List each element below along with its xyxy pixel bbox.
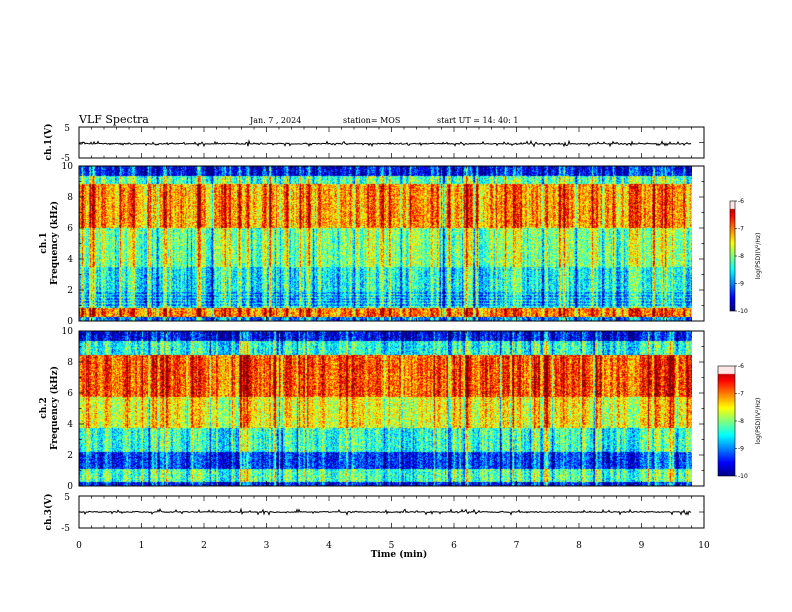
x-tick-label: 2 [201, 541, 207, 551]
colorbar-tick-label: -10 [738, 308, 748, 315]
ch1-spectrogram-ylabel-frequency: Frequency (kHz) [49, 201, 60, 285]
x-tick-label: 4 [326, 541, 332, 551]
ch2-spectrogram-image [79, 331, 692, 486]
header-start-time: start UT = 14: 40: 1 [437, 116, 518, 125]
ch1-waveform-ylabel: ch.1(V) [43, 124, 54, 161]
y-tick-label: 0 [67, 317, 73, 327]
ch3-ytick-top: 5 [64, 493, 70, 503]
x-tick-label: 7 [514, 541, 520, 551]
x-tick-label: 8 [576, 541, 582, 551]
colorbar-tick-label: -8 [738, 418, 744, 425]
colorbar-tick-label: -8 [738, 253, 744, 260]
colorbar-tick-label: -7 [738, 226, 744, 233]
y-tick-label: 4 [67, 255, 73, 265]
header-date: Jan. 7 , 2024 [249, 116, 301, 125]
x-tick-label: 0 [76, 541, 82, 551]
ch2-spectrogram-panel: 0 2 4 6 8 10 ch.2 Frequency (kHz) [39, 327, 705, 492]
ch1-spectrogram-ylabel-channel: ch.1 [39, 232, 49, 253]
ch1-waveform-panel: 5 -5 ch.1(V) [43, 124, 705, 164]
ch2-colorbar: -6 -7 -8 -9 -10 log(PSD)(V²/Hz) [717, 363, 762, 480]
x-tick-label: 6 [451, 541, 457, 551]
ch1-spectrogram-panel: 0 2 4 6 8 10 ch.1 Frequency (kHz) [39, 162, 705, 327]
ch3-ytick-bottom: -5 [61, 524, 70, 534]
ch1-waveform-trace [78, 139, 692, 148]
figure-title: VLF Spectra [78, 113, 149, 126]
ch3-waveform-panel: 5 -5 ch.3(V) [43, 493, 705, 534]
colorbar-tick-label: -10 [738, 473, 748, 480]
ch2-colorbar-label: log(PSD)(V²/Hz) [755, 398, 762, 445]
ch1-ytick-top: 5 [64, 124, 70, 134]
colorbar-tick-label: -7 [738, 391, 744, 398]
colorbar-tick-label: -9 [738, 446, 744, 453]
x-tick-label: 5 [389, 541, 395, 551]
x-tick-label: 1 [139, 541, 145, 551]
ch2-spectrogram-ylabel-channel: ch.2 [39, 397, 49, 418]
ch3-waveform-ylabel: ch.3(V) [43, 494, 54, 531]
x-tick-label: 10 [698, 541, 710, 551]
y-tick-label: 8 [67, 358, 73, 368]
y-tick-label: 10 [62, 162, 74, 172]
x-axis-label: Time (min) [371, 549, 428, 560]
y-tick-label: 4 [67, 420, 73, 430]
y-tick-label: 8 [67, 193, 73, 203]
x-tick-label: 3 [264, 541, 270, 551]
header-station: station= MOS [343, 116, 400, 125]
y-tick-label: 6 [67, 389, 73, 399]
colorbar-tick-label: -6 [738, 198, 744, 205]
ch3-waveform-trace [78, 507, 692, 516]
x-tick-label: 9 [639, 541, 645, 551]
ch1-colorbar-label: log(PSD)(V²/Hz) [755, 233, 762, 280]
ch1-spectrogram-image [79, 166, 692, 321]
y-tick-label: 2 [67, 286, 73, 296]
y-tick-label: 0 [67, 482, 73, 492]
ch1-ytick-bottom: -5 [61, 154, 70, 164]
ch2-spectrogram-ylabel-frequency: Frequency (kHz) [49, 366, 60, 450]
y-tick-label: 6 [67, 224, 73, 234]
colorbar-tick-label: -6 [738, 363, 744, 370]
ch1-colorbar: -6 -7 -8 -9 -10 log(PSD)(V²/Hz) [729, 198, 762, 315]
y-tick-label: 10 [62, 327, 74, 337]
y-tick-label: 2 [67, 451, 73, 461]
colorbar-tick-label: -9 [738, 281, 744, 288]
